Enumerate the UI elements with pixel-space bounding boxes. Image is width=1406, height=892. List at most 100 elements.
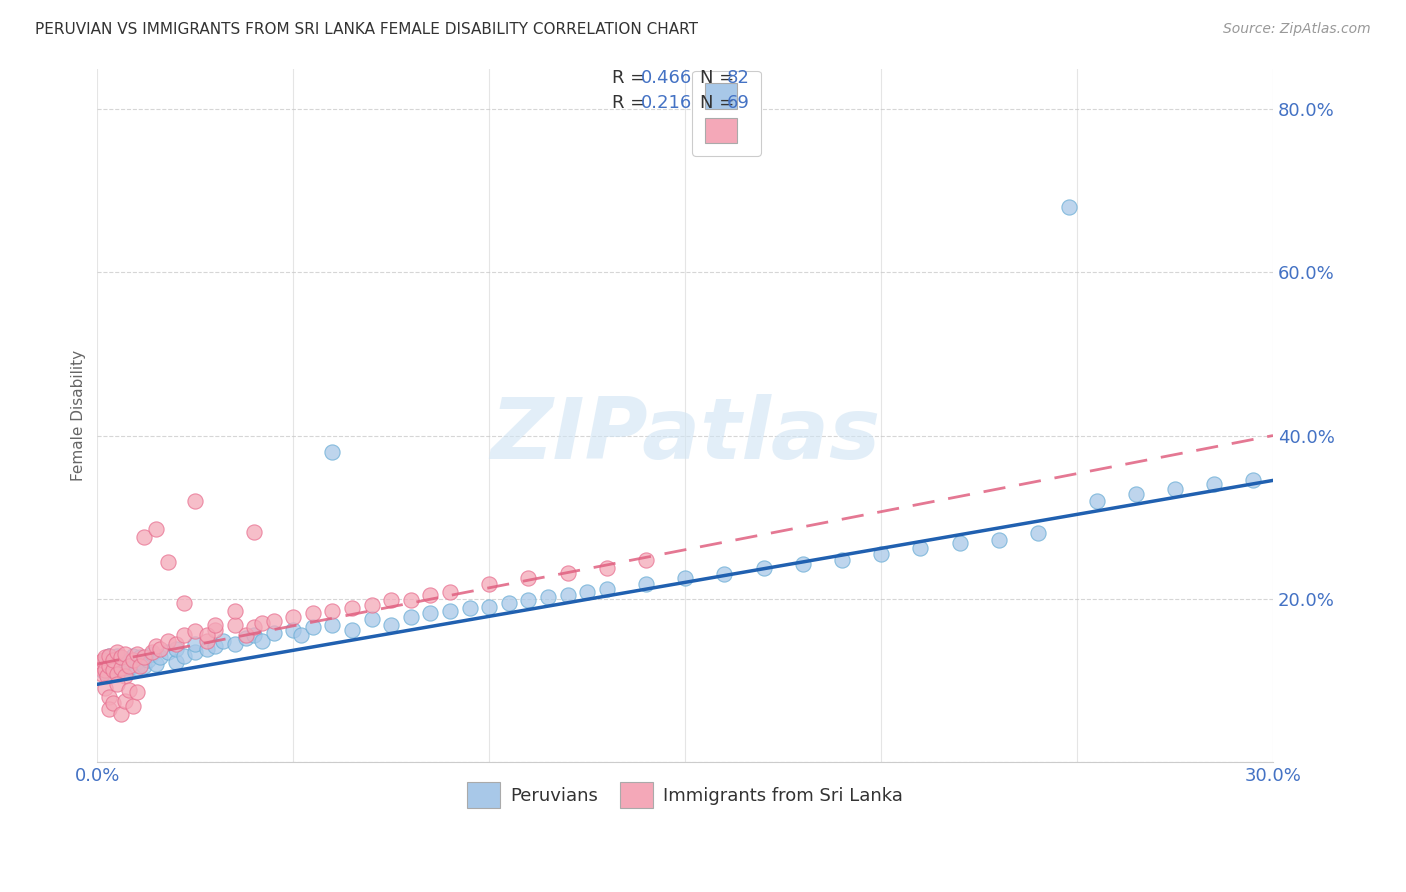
Point [118, 653, 141, 667]
Point [98, 702, 121, 716]
Point [118, 683, 141, 698]
Point [98, 648, 121, 663]
Text: Source: ZipAtlas.com: Source: ZipAtlas.com [1223, 22, 1371, 37]
Point [89, 661, 111, 675]
Point [321, 604, 343, 618]
Point [224, 604, 246, 618]
Text: ZIPatlas: ZIPatlas [491, 394, 880, 477]
Text: 0.466: 0.466 [641, 70, 692, 87]
Point [101, 664, 124, 678]
Point [243, 524, 266, 539]
Point [321, 617, 343, 632]
Point [114, 693, 136, 707]
Point [110, 653, 132, 667]
Point [156, 645, 179, 659]
Text: N =: N = [700, 95, 740, 112]
Point [1164, 482, 1187, 496]
Point [110, 658, 132, 673]
Y-axis label: Female Disability: Female Disability [72, 350, 86, 481]
Text: PERUVIAN VS IMMIGRANTS FROM SRI LANKA FEMALE DISABILITY CORRELATION CHART: PERUVIAN VS IMMIGRANTS FROM SRI LANKA FE… [35, 22, 699, 37]
Point [134, 531, 156, 545]
Text: R =: R = [612, 95, 651, 112]
Point [173, 648, 195, 663]
Point [110, 650, 132, 665]
Point [498, 596, 520, 610]
Point [156, 634, 179, 648]
Point [125, 685, 148, 699]
Point [321, 445, 343, 459]
Point [110, 661, 132, 675]
Point [94, 664, 117, 678]
Point [204, 639, 226, 653]
Point [195, 634, 218, 648]
Point [89, 661, 111, 675]
Point [105, 648, 128, 663]
Point [1204, 477, 1226, 491]
Point [184, 636, 207, 650]
Point [224, 617, 246, 632]
Point [141, 647, 163, 661]
Point [557, 566, 579, 580]
Point [121, 653, 143, 667]
Point [94, 653, 117, 667]
Point [557, 588, 579, 602]
Point [634, 552, 657, 566]
Point [224, 636, 246, 650]
Point [596, 560, 619, 574]
Point [752, 560, 775, 574]
Point [98, 690, 121, 704]
Point [419, 588, 441, 602]
Point [101, 653, 124, 667]
Point [165, 642, 187, 657]
Point [105, 645, 128, 659]
Point [211, 634, 233, 648]
Point [283, 609, 305, 624]
Text: 0.216: 0.216 [641, 95, 692, 112]
Point [134, 650, 156, 665]
Point [145, 639, 167, 653]
Point [204, 617, 226, 632]
Point [517, 593, 540, 607]
Point [121, 648, 143, 663]
Point [114, 647, 136, 661]
Point [100, 658, 122, 673]
Text: 69: 69 [727, 95, 749, 112]
Point [195, 628, 218, 642]
Point [792, 558, 814, 572]
Point [121, 699, 143, 714]
Point [129, 658, 152, 673]
Point [380, 593, 402, 607]
Point [478, 599, 501, 614]
Point [173, 628, 195, 642]
Text: 82: 82 [727, 70, 749, 87]
Point [105, 661, 128, 675]
Point [96, 666, 118, 681]
Point [105, 677, 128, 691]
Point [125, 661, 148, 675]
Point [1125, 487, 1147, 501]
Point [340, 601, 363, 615]
Point [439, 604, 461, 618]
Point [165, 636, 187, 650]
Point [91, 657, 114, 671]
Point [91, 664, 114, 678]
Point [134, 658, 156, 673]
Point [145, 657, 167, 671]
Point [114, 657, 136, 671]
Point [173, 596, 195, 610]
Point [118, 658, 141, 673]
Point [165, 655, 187, 669]
Point [141, 645, 163, 659]
Point [302, 620, 325, 634]
Point [149, 650, 172, 665]
Point [673, 571, 696, 585]
Point [91, 666, 114, 681]
Point [149, 642, 172, 657]
Legend: Peruvians, Immigrants from Sri Lanka: Peruvians, Immigrants from Sri Lanka [460, 775, 911, 815]
Point [184, 645, 207, 659]
Point [263, 615, 285, 629]
Point [399, 609, 422, 624]
Point [634, 577, 657, 591]
Point [340, 623, 363, 637]
Point [910, 541, 932, 555]
